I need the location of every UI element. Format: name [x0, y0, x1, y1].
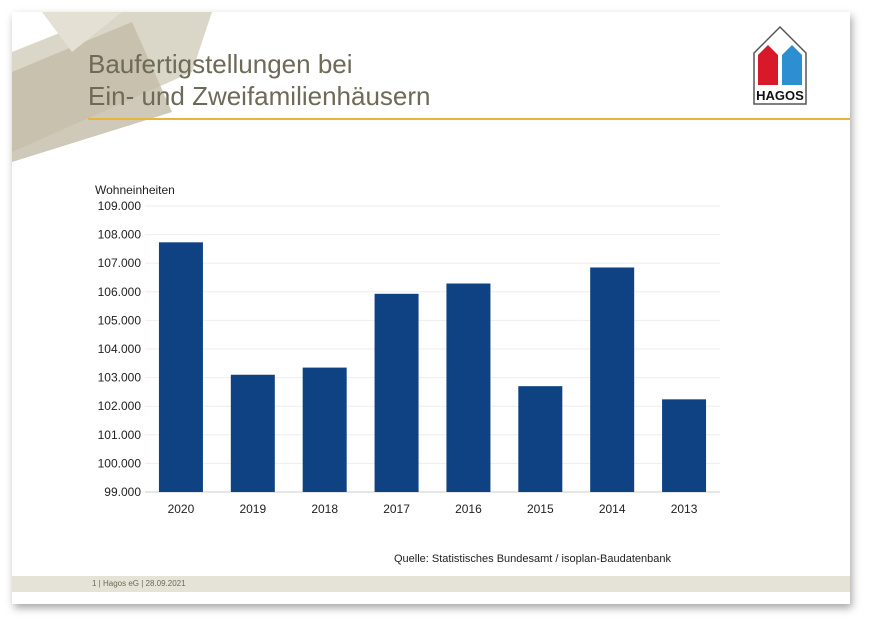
y-tick-label: 105.000: [98, 313, 142, 327]
bar-2016: [446, 283, 491, 492]
y-tick-label: 106.000: [98, 285, 142, 299]
y-tick-label: 104.000: [98, 342, 142, 356]
footer: 1 | Hagos eG | 28.09.2021: [12, 576, 850, 592]
decorative-shapes: [12, 12, 212, 162]
x-tick-label: 2018: [311, 502, 338, 516]
bar-2017: [374, 293, 419, 492]
y-tick-label: 103.000: [98, 371, 142, 385]
y-axis-label: Wohneinheiten: [95, 183, 175, 197]
y-tick-label: 107.000: [98, 256, 142, 270]
x-tick-label: 2014: [599, 502, 626, 516]
page-title: Baufertigstellungen bei Ein- und Zweifam…: [88, 48, 431, 112]
bar-2015: [518, 386, 563, 492]
x-tick-label: 2020: [168, 502, 195, 516]
source-note: Quelle: Statistisches Bundesamt / isopla…: [394, 553, 671, 565]
accent-line: [88, 118, 850, 120]
x-tick-label: 2019: [239, 502, 266, 516]
bar-2013: [662, 399, 707, 492]
y-tick-label: 99.000: [104, 485, 141, 499]
y-tick-label: 109.000: [98, 199, 142, 213]
title-line-1: Baufertigstellungen bei: [88, 49, 353, 79]
bar-2018: [302, 367, 347, 492]
x-tick-label: 2015: [527, 502, 554, 516]
y-tick-label: 108.000: [98, 228, 142, 242]
footer-text: 1 | Hagos eG | 28.09.2021: [92, 579, 186, 588]
svg-text:HAGOS: HAGOS: [756, 88, 804, 103]
hagos-logo: HAGOS: [753, 25, 807, 105]
y-tick-label: 102.000: [98, 399, 142, 413]
y-tick-label: 101.000: [98, 428, 142, 442]
bar-2014: [590, 267, 635, 492]
x-tick-label: 2013: [671, 502, 698, 516]
y-tick-label: 100.000: [98, 456, 142, 470]
bar-2019: [230, 374, 275, 492]
slide: Baufertigstellungen bei Ein- und Zweifam…: [12, 12, 850, 604]
bar-2020: [158, 242, 203, 492]
x-tick-label: 2017: [383, 502, 410, 516]
title-line-2: Ein- und Zweifamilienhäusern: [88, 81, 431, 111]
x-tick-label: 2016: [455, 502, 482, 516]
